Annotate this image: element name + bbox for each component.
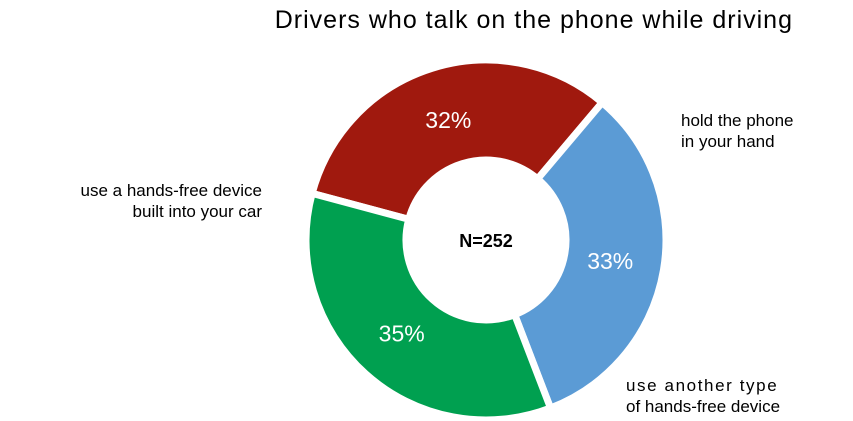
slice-value-label-0: 32%: [425, 107, 471, 133]
donut-slice-0: [307, 56, 608, 224]
center-label: N=252: [459, 231, 513, 251]
chart-title: Drivers who talk on the phone while driv…: [274, 6, 793, 34]
category-label-line: of hands-free device: [626, 397, 781, 416]
category-label-built-in-car: use a hands-free device built into your …: [0, 180, 262, 222]
category-label-line: hold the phone: [681, 111, 794, 130]
category-label-other-hands-free: use another type of hands-free device: [626, 375, 780, 417]
slice-value-labels: 32% 33% 35%: [379, 107, 634, 347]
slices-layer: [302, 56, 670, 421]
category-label-line: use another type: [626, 376, 779, 395]
donut-hole: [407, 161, 565, 319]
category-label-line: built into your car: [132, 202, 262, 221]
donut-slice-1: [510, 97, 670, 413]
slice-value-label-1: 33%: [587, 248, 633, 274]
category-label-hold-phone: hold the phone in your hand: [681, 110, 794, 152]
slice-value-label-2: 35%: [379, 321, 425, 347]
category-label-line: in your hand: [681, 132, 775, 151]
category-label-line: use a hands-free device: [80, 181, 262, 200]
donut-slice-2: [302, 189, 556, 421]
